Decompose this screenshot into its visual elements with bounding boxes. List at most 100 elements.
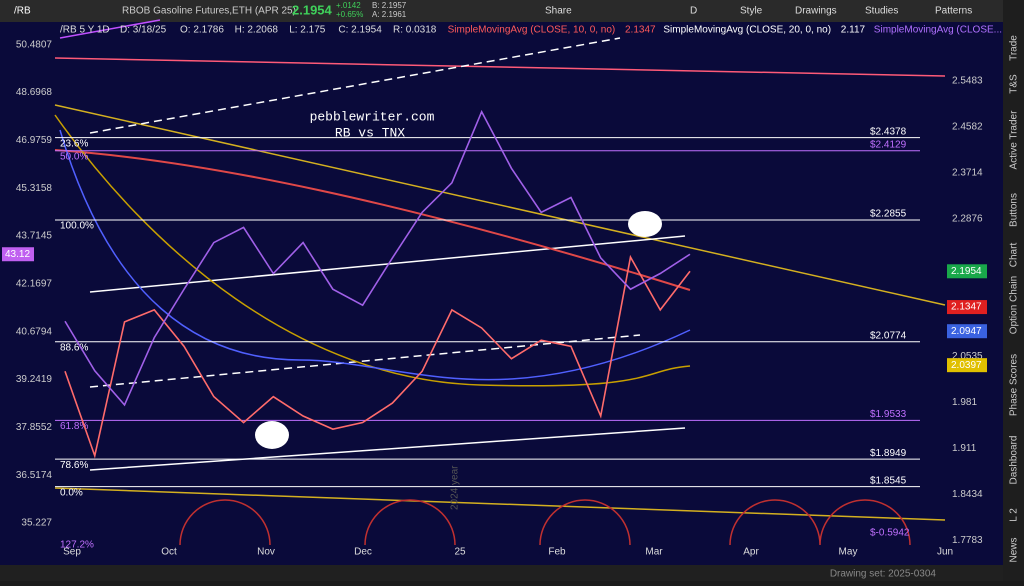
toolbar-button[interactable]: Patterns (935, 6, 972, 17)
y2-tick-label: 42.1697 (16, 279, 53, 290)
trendline (54, 104, 946, 306)
price-tag (947, 358, 987, 373)
sidebar-tab[interactable]: Active Trader (1009, 110, 1020, 170)
y-tick-label: 1.8434 (952, 489, 983, 500)
x-tick-label: Apr (743, 547, 759, 558)
sidebar (1003, 0, 1024, 581)
y-tick-label: 1.911 (952, 443, 977, 454)
sidebar-tab[interactable]: T&S (1009, 74, 1020, 94)
study-value: 2.117 (841, 25, 866, 36)
left-tag (2, 247, 34, 262)
sidebar-tab[interactable]: Option Chain (1009, 276, 1020, 334)
header-item: H: 2.2068 (235, 25, 279, 36)
moving-average (59, 129, 691, 381)
highlight (255, 421, 289, 449)
price-axis (945, 22, 1003, 545)
moving-average (54, 149, 691, 291)
y2-tick-label: 46.9759 (16, 135, 53, 146)
x-tick-label: Jun (937, 547, 953, 558)
y-tick-label: 2.2876 (952, 213, 983, 224)
x-tick-label: 25 (454, 547, 466, 558)
fib-price: $2.0774 (870, 330, 907, 341)
fib-pct: 50.0% (60, 151, 88, 162)
trendline (59, 19, 161, 39)
x-tick-label: Feb (548, 547, 566, 558)
y2-tick-label: 45.3158 (16, 183, 53, 194)
toolbar (0, 0, 1024, 22)
price-tag (947, 300, 987, 315)
price-tag (947, 324, 987, 339)
status-bar (0, 565, 1003, 581)
fib-price: $2.4378 (870, 126, 907, 137)
y-tick-label: 1.981 (952, 397, 977, 408)
sidebar-tab[interactable]: Dashboard (1009, 436, 1020, 485)
toolbar-button[interactable]: Studies (865, 6, 898, 17)
sidebar-tab[interactable]: Trade (1009, 35, 1020, 61)
header-item: L: 2.175 (289, 25, 326, 36)
fib-price: $2.2855 (870, 209, 907, 220)
ask: A: 2.1961 (372, 10, 407, 19)
study-label: SimpleMovingAvg (CLOSE... (874, 25, 1002, 36)
trendline (54, 57, 946, 77)
fib-pct: 88.6% (60, 342, 88, 353)
y2-tick-label: 39.2419 (16, 374, 53, 385)
chart-area (0, 22, 1003, 565)
header-item: O: 2.1786 (180, 25, 224, 36)
fib-price: $-0.5942 (870, 528, 910, 539)
status-text: Drawing set: 2025-0304 (830, 569, 937, 580)
sidebar-tab[interactable]: L 2 (1009, 508, 1020, 522)
y-tick-label: 2.4582 (952, 122, 983, 133)
sidebar-tab[interactable]: News (1009, 537, 1020, 562)
moving-average (54, 114, 691, 387)
price-tag-label: 2.0947 (951, 326, 982, 337)
cycle-arcs (179, 499, 911, 546)
header-item: C: 2.1954 (338, 25, 382, 36)
description: RBOB Gasoline Futures,ETH (APR 25) (122, 6, 296, 17)
x-tick-label: Mar (645, 547, 663, 558)
sidebar-tab[interactable]: Phase Scores (1009, 354, 1020, 416)
trendline (89, 334, 641, 388)
sidebar-tab[interactable]: Buttons (1009, 193, 1020, 227)
fib-pct: 78.6% (60, 460, 88, 471)
x-tick-label: Dec (354, 547, 372, 558)
change: +.0142 (336, 1, 361, 10)
price-line (64, 109, 691, 407)
x-tick-label: Nov (257, 547, 275, 558)
header-item: D: 3/18/25 (120, 25, 167, 36)
y2-tick-label: 36.5174 (16, 470, 53, 481)
trendline (89, 37, 621, 134)
study-value: 2.1347 (625, 25, 656, 36)
fib-pct: 61.8% (60, 421, 88, 432)
y2-tick-label: 43.7145 (16, 231, 53, 242)
watermark: pebblewriter.com (310, 109, 435, 124)
y-tick-label: 2.5483 (952, 76, 983, 87)
trendline (54, 487, 946, 521)
y2-tick-label: 48.6968 (16, 87, 53, 98)
fib-price: $1.8949 (870, 448, 907, 459)
toolbar-button[interactable]: D (690, 6, 697, 17)
fib-price: $2.4129 (870, 139, 907, 150)
highlight (628, 211, 662, 237)
header-item: /RB 5 Y 1D (60, 25, 110, 36)
fib-pct: 127.2% (60, 540, 94, 551)
toolbar-button[interactable]: Drawings (795, 6, 837, 17)
symbol[interactable]: /RB (14, 6, 31, 17)
toolbar-button[interactable]: Share (545, 6, 572, 17)
sidebar-tab[interactable]: Chart (1009, 243, 1020, 268)
price-tag (947, 264, 987, 279)
fib-pct: 100.0% (60, 221, 94, 232)
fib-price: $1.8545 (870, 475, 907, 486)
fib-price: $1.9533 (870, 409, 907, 420)
fib-pct: 0.0% (60, 487, 83, 498)
watermark: RB vs TNX (335, 125, 405, 140)
y2-tick-label: 35.227 (21, 518, 52, 529)
year-marker: 2024 year (450, 465, 461, 510)
price-tag-label: 2.1954 (951, 266, 982, 277)
study-label: SimpleMovingAvg (CLOSE, 10, 0, no) (448, 25, 616, 36)
toolbar-button[interactable]: Style (740, 6, 763, 17)
y2-tick-label: 40.6794 (16, 326, 53, 337)
study-label: SimpleMovingAvg (CLOSE, 20, 0, no) (663, 25, 831, 36)
y2-tick-label: 50.4807 (16, 39, 53, 50)
header-item: R: 0.0318 (393, 25, 437, 36)
